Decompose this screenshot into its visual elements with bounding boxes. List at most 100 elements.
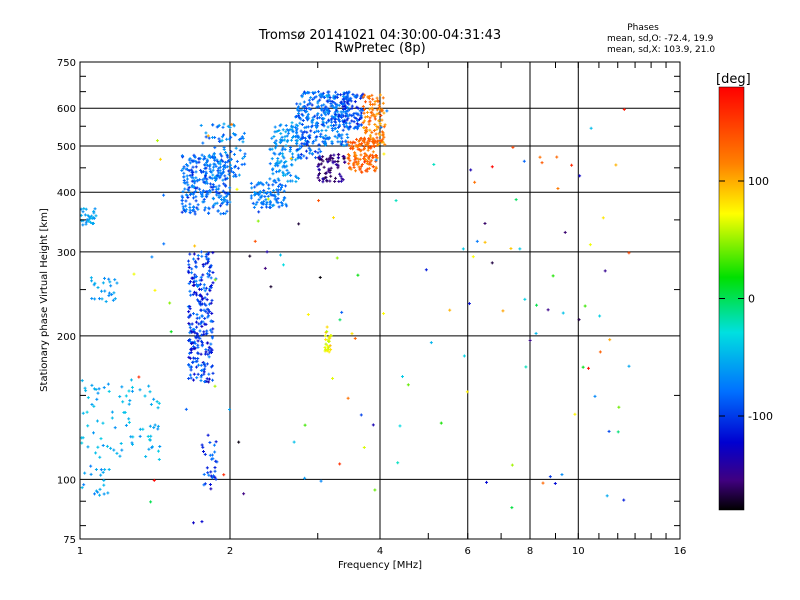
- data-point: [228, 408, 232, 412]
- data-point: [278, 124, 282, 128]
- data-point: [204, 310, 208, 314]
- data-point: [338, 123, 342, 127]
- data-point: [130, 389, 134, 393]
- data-point: [296, 108, 300, 112]
- data-point: [295, 141, 299, 145]
- data-point: [209, 185, 213, 189]
- data-point: [194, 199, 198, 203]
- data-point: [211, 196, 215, 200]
- data-point: [349, 140, 353, 144]
- data-point: [356, 124, 360, 128]
- data-point: [213, 475, 217, 479]
- data-point: [333, 127, 337, 131]
- data-point: [213, 146, 217, 150]
- data-point: [333, 134, 337, 138]
- data-point: [382, 125, 386, 129]
- data-point: [274, 139, 278, 143]
- data-point: [285, 140, 289, 144]
- data-point: [601, 216, 605, 220]
- data-point: [212, 203, 216, 207]
- data-point: [138, 388, 142, 392]
- data-point: [225, 137, 229, 141]
- data-point: [359, 413, 363, 417]
- data-point: [328, 96, 332, 100]
- data-point: [329, 334, 333, 338]
- data-point: [303, 476, 307, 480]
- data-point: [380, 130, 384, 134]
- data-point: [338, 172, 342, 176]
- data-point: [204, 262, 208, 266]
- data-point: [190, 271, 194, 275]
- data-point: [461, 247, 465, 251]
- data-point: [184, 407, 188, 411]
- data-point: [186, 183, 190, 187]
- data-point: [156, 406, 160, 410]
- data-point: [343, 106, 347, 110]
- data-point: [82, 483, 86, 487]
- data-point: [107, 291, 111, 295]
- data-point: [377, 105, 381, 109]
- data-point: [90, 402, 94, 406]
- data-point: [286, 179, 290, 183]
- data-point: [189, 376, 193, 380]
- data-point: [188, 193, 192, 197]
- data-point: [289, 173, 293, 177]
- data-point: [242, 131, 246, 135]
- data-point: [194, 195, 198, 199]
- data-point: [605, 494, 609, 498]
- data-point: [617, 405, 621, 409]
- data-point: [191, 176, 195, 180]
- data-point: [202, 283, 206, 287]
- data-point: [367, 145, 371, 149]
- data-point: [229, 163, 233, 167]
- data-point: [201, 450, 205, 454]
- data-point: [561, 311, 565, 315]
- data-point: [216, 209, 220, 213]
- data-point: [279, 132, 283, 136]
- data-point: [194, 320, 198, 324]
- data-point: [192, 191, 196, 195]
- data-point: [321, 177, 325, 181]
- data-point: [203, 296, 207, 300]
- data-point: [198, 300, 202, 304]
- data-point: [381, 101, 385, 105]
- data-point: [209, 263, 213, 267]
- data-point: [256, 219, 260, 223]
- data-point: [226, 124, 230, 128]
- data-point: [191, 293, 195, 297]
- data-point: [235, 187, 239, 191]
- data-point: [223, 198, 227, 202]
- data-point: [299, 129, 303, 133]
- data-point: [300, 136, 304, 140]
- colorbar-tick-label: 100: [748, 175, 769, 188]
- data-point: [297, 222, 301, 226]
- data-point: [206, 311, 210, 315]
- data-point: [107, 468, 111, 472]
- data-point: [186, 167, 190, 171]
- data-point: [197, 316, 201, 320]
- data-point: [406, 383, 410, 387]
- data-point: [92, 387, 96, 391]
- data-point: [102, 492, 106, 496]
- data-point: [373, 114, 377, 118]
- data-point: [368, 119, 372, 123]
- data-point: [271, 172, 275, 176]
- data-point: [211, 281, 215, 285]
- data-point: [196, 254, 200, 258]
- data-point: [281, 128, 285, 132]
- data-point: [304, 149, 308, 153]
- data-point: [578, 174, 582, 178]
- data-point: [197, 157, 201, 161]
- data-point: [371, 97, 375, 101]
- data-point: [187, 282, 191, 286]
- data-point: [319, 94, 323, 98]
- data-point: [288, 128, 292, 132]
- data-point: [295, 134, 299, 138]
- data-point: [192, 345, 196, 349]
- data-point: [143, 394, 147, 398]
- data-point: [368, 100, 372, 104]
- data-point: [195, 283, 199, 287]
- data-point: [88, 217, 92, 221]
- data-point: [280, 138, 284, 142]
- data-point: [312, 130, 316, 134]
